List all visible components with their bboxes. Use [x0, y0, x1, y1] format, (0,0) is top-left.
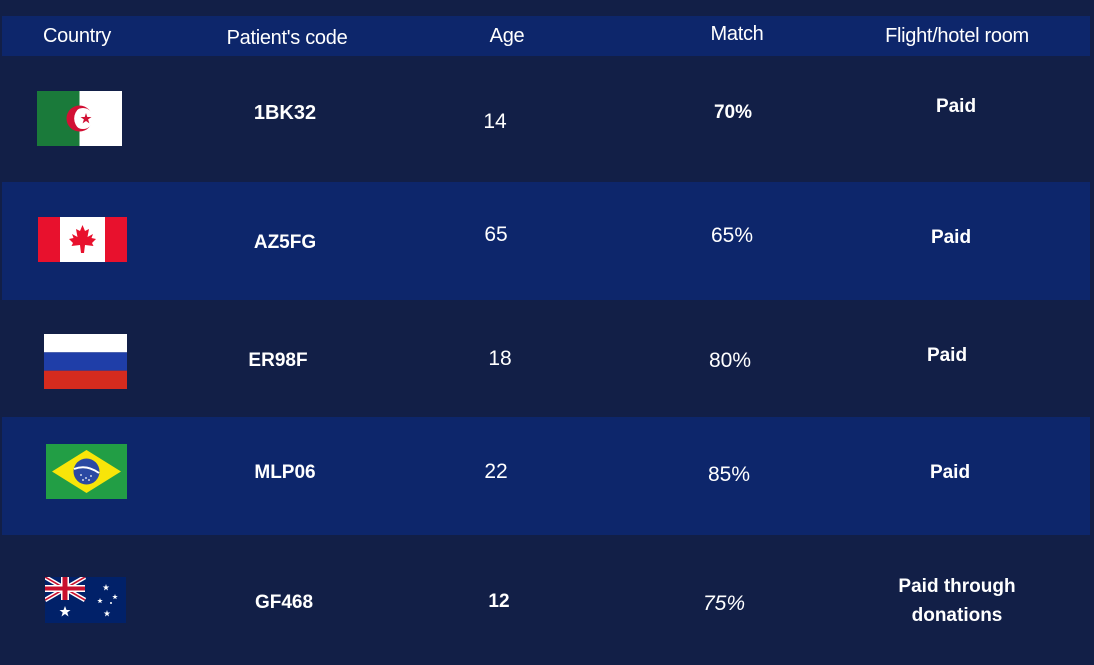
header-country: Country: [43, 25, 111, 47]
flight-status: Paid: [929, 462, 971, 483]
patient-age: 14: [483, 110, 507, 133]
header-patient-code: Patient's code: [226, 27, 348, 49]
patient-code: 1BK32: [253, 102, 317, 124]
patient-code: GF468: [254, 592, 314, 613]
match-percent: 85%: [707, 463, 751, 486]
header-flight-hotel: Flight/hotel room: [885, 25, 1029, 47]
flight-status: Paid: [930, 227, 972, 248]
russia-flag-icon: [44, 334, 127, 389]
flight-status: Paid: [935, 96, 977, 117]
top-strip: [0, 0, 1094, 16]
table-row: 1BK32 14 70% Paid: [0, 56, 1094, 182]
table-row: GF468 12 75% Paid through donations: [0, 535, 1094, 665]
patient-age: 18: [488, 347, 512, 370]
flight-status-line1: Paid through: [898, 576, 1016, 597]
brazil-flag-icon: [46, 444, 127, 499]
patient-age: 65: [484, 223, 508, 246]
table-header: Country Patient's code Age Match Flight/…: [2, 16, 1090, 56]
match-percent: 70%: [713, 102, 753, 123]
patient-age: 12: [488, 591, 510, 612]
patient-code: MLP06: [254, 462, 316, 483]
header-age: Age: [489, 25, 525, 47]
australia-flag-icon: [45, 577, 126, 623]
algeria-flag-icon: [37, 91, 122, 146]
table-row: ER98F 18 80% Paid: [0, 300, 1094, 417]
patient-code: ER98F: [248, 350, 308, 371]
table-row: AZ5FG 65 65% Paid: [2, 182, 1090, 300]
header-match: Match: [710, 23, 764, 45]
flight-status-line2: donations: [911, 605, 1003, 626]
patient-code: AZ5FG: [253, 232, 317, 253]
table-row: MLP06 22 85% Paid: [2, 417, 1090, 535]
canada-flag-icon: [38, 217, 127, 262]
match-percent: 65%: [710, 224, 754, 247]
patient-age: 22: [484, 460, 508, 483]
match-percent: 75%: [702, 592, 746, 615]
match-percent: 80%: [708, 349, 752, 372]
flight-status: Paid: [926, 345, 968, 366]
